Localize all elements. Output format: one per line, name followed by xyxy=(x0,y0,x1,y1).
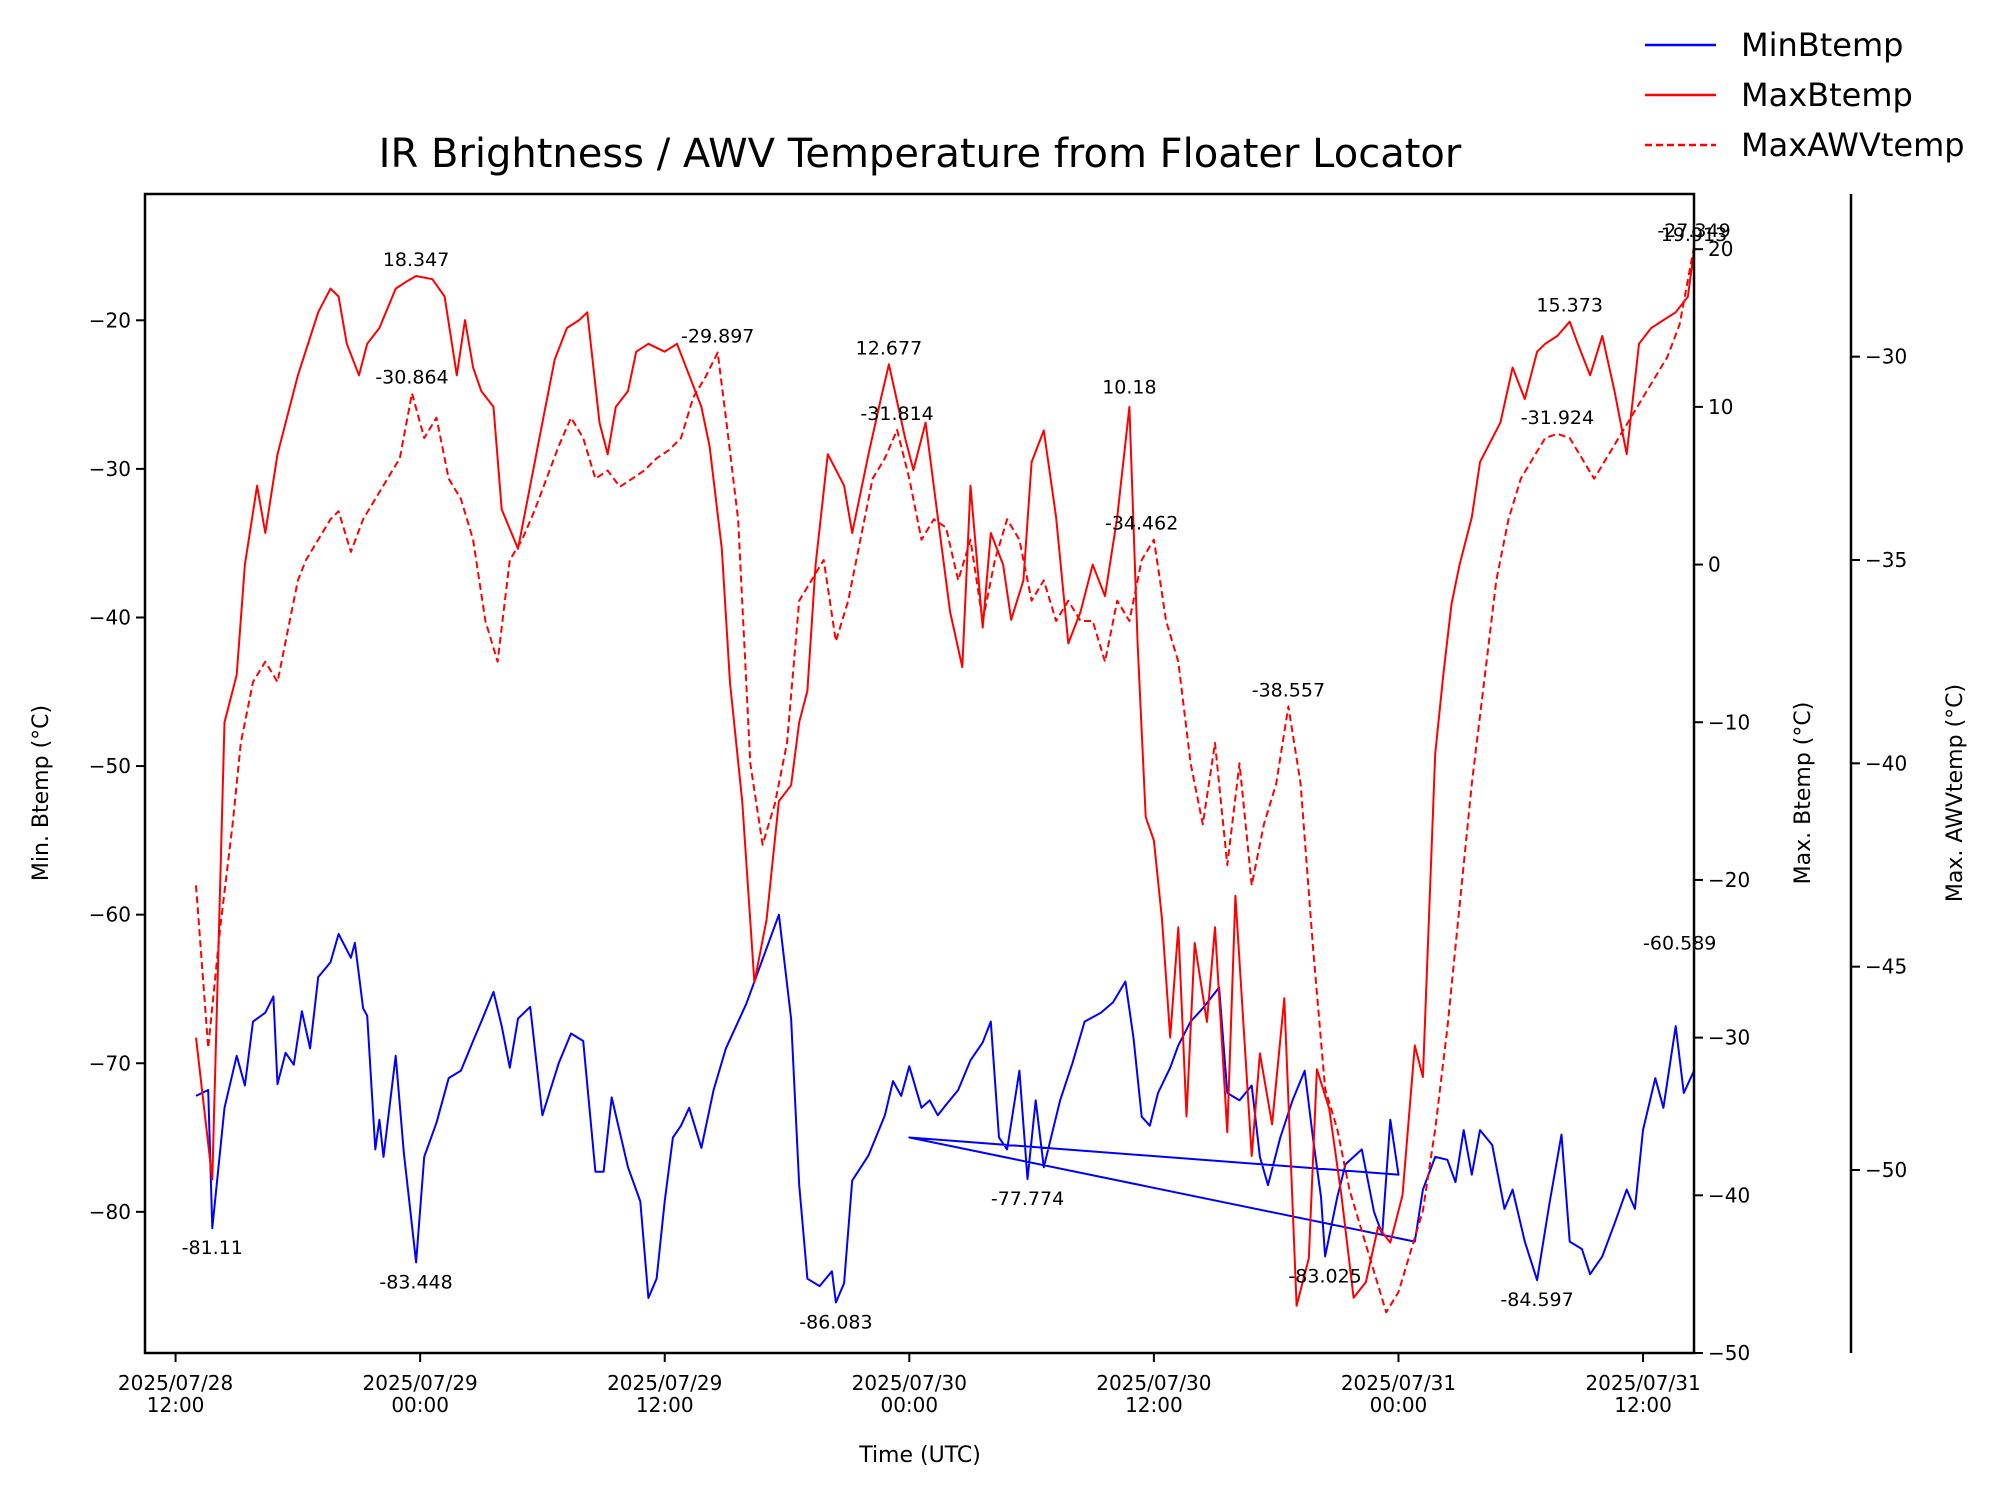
data-label: -83.448 xyxy=(379,1271,452,1293)
right-y-tick-label: −40 xyxy=(1708,1183,1750,1207)
x-tick-label: 2025/07/30 12:00 xyxy=(1096,1371,1211,1417)
x-tick-label-line: 12:00 xyxy=(1614,1393,1672,1417)
x-tick-label: 2025/07/29 12:00 xyxy=(607,1371,722,1417)
series-line-maxawvtemp xyxy=(195,246,1695,1314)
right-y-tick-label: −10 xyxy=(1708,710,1750,734)
legend: MinBtemp MaxBtemp MaxAWVtemp xyxy=(1645,26,1965,164)
x-tick-label-line: 2025/07/31 xyxy=(1585,1371,1700,1395)
far-right-axis-label: Max. AWVtemp (°C) xyxy=(1943,684,1968,902)
data-label: 12.677 xyxy=(856,337,922,359)
x-tick-label-line: 2025/07/31 xyxy=(1341,1371,1456,1395)
data-label: 15.373 xyxy=(1536,295,1602,317)
x-tick-label: 2025/07/31 00:00 xyxy=(1341,1371,1456,1417)
right-y-tick-label: −50 xyxy=(1708,1341,1750,1365)
data-label: -84.597 xyxy=(1500,1289,1573,1311)
x-tick-label-line: 12:00 xyxy=(147,1393,205,1417)
data-label: -86.083 xyxy=(799,1311,872,1333)
series-layer xyxy=(195,246,1695,1314)
right-axis-label: Max. Btemp (°C) xyxy=(1791,702,1816,885)
right-y-tick-label: −20 xyxy=(1708,868,1750,892)
data-label: -38.557 xyxy=(1252,679,1325,701)
left-axis-label: Min. Btemp (°C) xyxy=(29,705,54,881)
x-tick-label: 2025/07/30 00:00 xyxy=(852,1371,967,1417)
x-tick-label: 2025/07/31 12:00 xyxy=(1585,1371,1700,1417)
series-line-maxbtemp xyxy=(195,250,1695,1307)
right-y-tick-label: 20 xyxy=(1708,237,1733,261)
chart-title: IR Brightness / AWV Temperature from Flo… xyxy=(379,131,1462,177)
x-tick-label-line: 2025/07/29 xyxy=(363,1371,478,1395)
annotation-layer: -81.11 -83.448 -86.083 -77.774 -83.025 -84.59… xyxy=(182,220,1731,1334)
x-tick-label-line: 00:00 xyxy=(880,1393,938,1417)
right-y-tick-label: 10 xyxy=(1708,395,1733,419)
x-tick-label-line: 2025/07/28 xyxy=(118,1371,233,1395)
x-tick-label-line: 00:00 xyxy=(1370,1393,1428,1417)
data-label: -81.11 xyxy=(182,1237,243,1259)
left-y-tick-label: −60 xyxy=(89,903,131,927)
plot-frame xyxy=(143,192,1696,1355)
data-label: -83.025 xyxy=(1288,1265,1361,1287)
data-label: -31.924 xyxy=(1521,407,1594,429)
far-right-y-tick-label: −45 xyxy=(1865,955,1907,979)
x-tick-label-line: 12:00 xyxy=(636,1393,694,1417)
far-right-y-tick-label: −40 xyxy=(1865,751,1907,775)
data-label: 18.347 xyxy=(383,249,449,271)
data-label: -29.897 xyxy=(681,326,754,348)
data-label: -60.589 xyxy=(1643,933,1716,955)
legend-label-maxbtemp: MaxBtemp xyxy=(1741,76,1913,114)
legend-label-minbtemp: MinBtemp xyxy=(1741,26,1903,64)
left-y-tick-label: −70 xyxy=(89,1051,131,1075)
left-y-tick-label: −30 xyxy=(89,457,131,481)
left-y-tick-label: −40 xyxy=(89,605,131,629)
data-label: -34.462 xyxy=(1105,513,1178,535)
x-tick-label: 2025/07/29 00:00 xyxy=(363,1371,478,1417)
x-tick-label-line: 2025/07/30 xyxy=(852,1371,967,1395)
right-y-tick-label: −30 xyxy=(1708,1026,1750,1050)
x-tick-label-line: 2025/07/30 xyxy=(1096,1371,1211,1395)
far-right-y-tick-label: −50 xyxy=(1865,1158,1907,1182)
data-label: -31.814 xyxy=(860,403,933,425)
series-line-minbtemp xyxy=(195,913,1695,1304)
right-y-tick-label: 0 xyxy=(1708,553,1721,577)
far-right-y-tick-label: −30 xyxy=(1865,345,1907,369)
far-right-y-tick-label: −35 xyxy=(1865,548,1907,572)
data-label: -30.864 xyxy=(375,366,448,388)
data-label: -27.349 xyxy=(1657,220,1730,242)
data-label: -77.774 xyxy=(991,1188,1064,1210)
left-y-tick-label: −80 xyxy=(89,1200,131,1224)
left-y-tick-label: −50 xyxy=(89,754,131,778)
x-tick-label-line: 12:00 xyxy=(1125,1393,1183,1417)
x-axis-label: Time (UTC) xyxy=(858,1443,981,1468)
legend-label-maxawvtemp: MaxAWVtemp xyxy=(1741,126,1965,164)
data-label: 10.18 xyxy=(1102,377,1156,399)
left-y-tick-label: −20 xyxy=(89,308,131,332)
x-tick-label: 2025/07/28 12:00 xyxy=(118,1371,233,1417)
x-tick-label-line: 2025/07/29 xyxy=(607,1371,722,1395)
x-tick-label-line: 00:00 xyxy=(391,1393,449,1417)
data-label: 19.913 xyxy=(1661,224,1727,246)
